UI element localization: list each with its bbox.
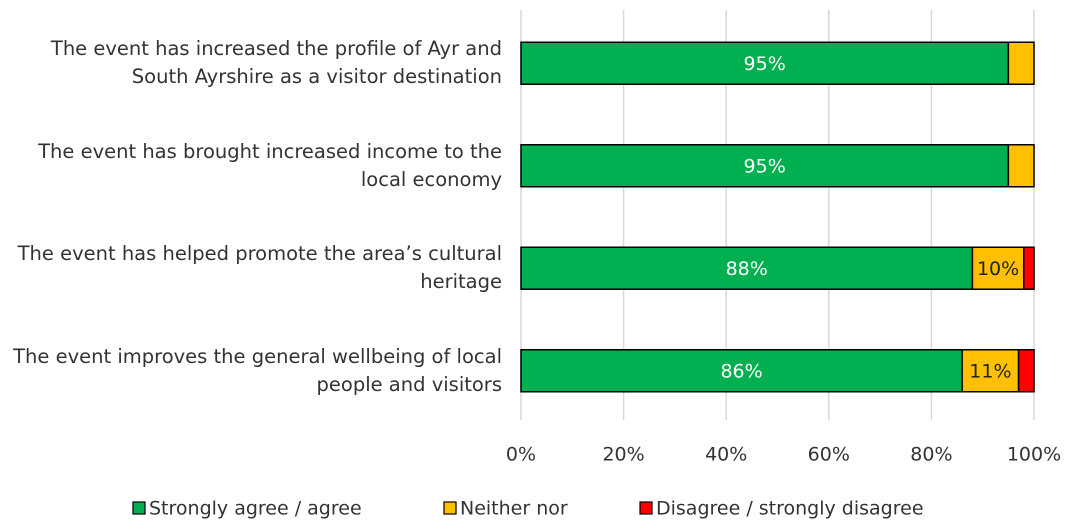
x-tick-label: 0%: [506, 444, 536, 466]
category-label: The event improves the general wellbeing…: [13, 344, 502, 396]
bar-segment: [520, 41, 1010, 85]
bar-segment: [961, 349, 1020, 393]
category-label: The event has brought increased income t…: [38, 139, 502, 191]
value-label: 11%: [969, 360, 1011, 382]
bar-segment: [1017, 349, 1035, 393]
legend-label: Disagree / strongly disagree: [656, 498, 924, 520]
x-tick-label: 20%: [602, 444, 644, 466]
category-label: The event has helped promote the area’s …: [17, 242, 502, 294]
bar-segment: [520, 246, 974, 290]
value-label: 95%: [744, 155, 786, 177]
category-label: The event has increased the profile of A…: [50, 37, 502, 89]
x-tick-label: 80%: [910, 444, 952, 466]
legend-label: Strongly agree / agree: [149, 498, 362, 520]
bar-segment: [971, 246, 1025, 290]
bar-segment: [1022, 246, 1035, 290]
x-tick-label: 60%: [808, 444, 850, 466]
bar-segment: [520, 349, 963, 393]
x-tick-label: 100%: [1007, 444, 1061, 466]
legend-label: Neither nor: [460, 498, 568, 520]
value-label: 86%: [720, 360, 762, 382]
legend-swatch: [443, 501, 457, 515]
value-label: 10%: [977, 258, 1019, 280]
legend-swatch: [639, 501, 653, 515]
legend-swatch: [132, 501, 146, 515]
x-tick-label: 40%: [705, 444, 747, 466]
value-label: 88%: [726, 258, 768, 280]
bar-segment: [1007, 144, 1035, 188]
bar-segment: [520, 144, 1010, 188]
value-label: 95%: [744, 53, 786, 75]
bar-segment: [1007, 41, 1035, 85]
